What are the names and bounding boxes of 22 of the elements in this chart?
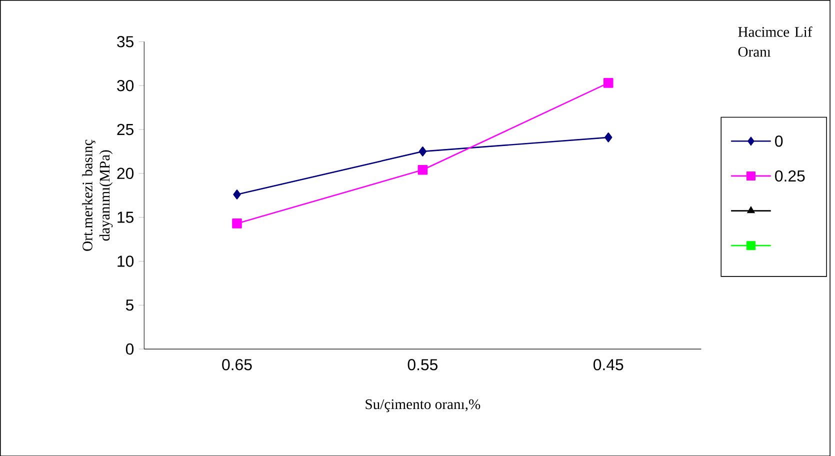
x-tick-label: 0.45 <box>594 358 624 370</box>
point <box>604 132 612 142</box>
y-tick-label: 20 <box>117 168 134 179</box>
y-tick-label: 30 <box>117 80 134 92</box>
x-tick-label: 0.65 <box>222 358 252 370</box>
y-tick-label: 25 <box>117 124 134 135</box>
y-tick-label: 0 <box>126 343 134 354</box>
y-tick-label: 5 <box>126 299 134 310</box>
point <box>418 146 427 156</box>
x-tick-label: 0.55 <box>408 358 438 370</box>
point <box>603 78 614 88</box>
y-axis-title: Ort.merkezi basınç dayanımı(MPa) <box>82 140 113 251</box>
y-tick-label: 15 <box>118 212 134 223</box>
point <box>232 218 242 228</box>
y-tick-label: 35 <box>117 36 134 48</box>
legend-label: 0.25 <box>775 170 805 182</box>
legend-title: Hacimce Lif Oranı <box>738 26 812 57</box>
y-tick-label: 10 <box>118 255 134 267</box>
x-axis-title: Su/çimento oranı,% <box>366 399 480 412</box>
point <box>418 164 428 175</box>
legend-label: 0 <box>775 135 783 147</box>
point <box>233 189 241 200</box>
